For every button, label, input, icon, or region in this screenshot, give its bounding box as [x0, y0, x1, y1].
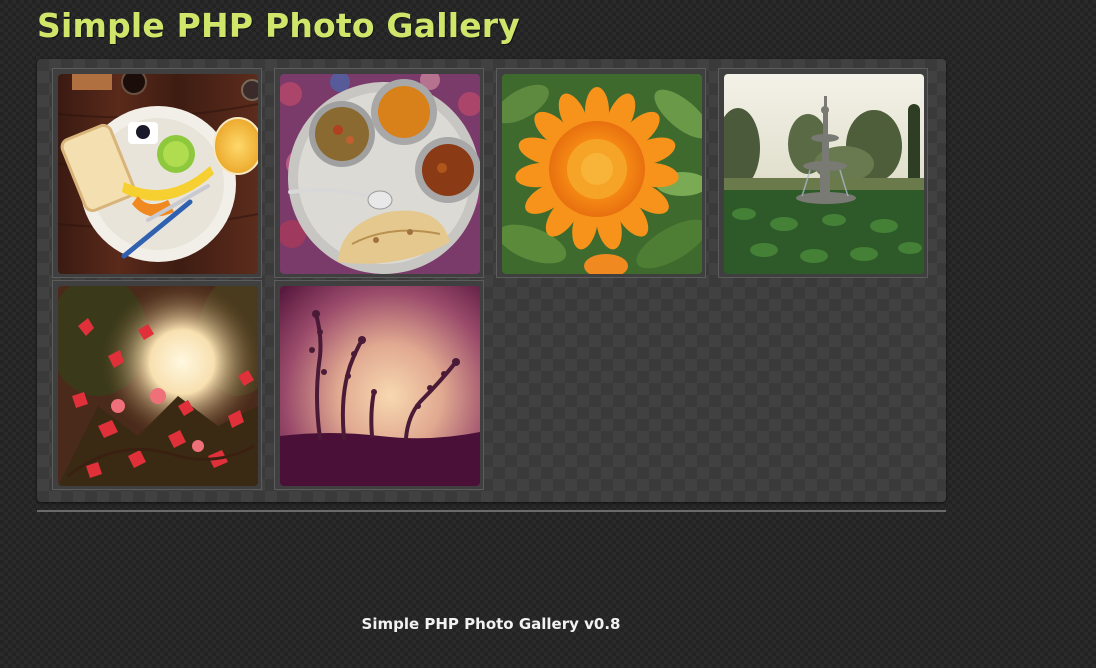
thali-meal-photo [280, 74, 480, 274]
gallery-thumbnail-1[interactable] [52, 68, 262, 278]
page-title: Simple PHP Photo Gallery [37, 6, 520, 45]
gallery-thumbnail-6[interactable] [274, 280, 484, 490]
footer-divider [37, 510, 946, 512]
gallery-thumbnail-4[interactable] [718, 68, 928, 278]
gallery-thumbnail-5[interactable] [52, 280, 262, 490]
orange-flower-photo [502, 74, 702, 274]
breakfast-plate-photo [58, 74, 258, 274]
gallery-panel [37, 59, 946, 502]
garden-fountain-photo [724, 74, 924, 274]
red-bougainvillea-photo [58, 286, 258, 486]
gallery-thumbnail-2[interactable] [274, 68, 484, 278]
footer-version-text: Simple PHP Photo Gallery v0.8 [361, 615, 621, 633]
sunset-silhouette-photo [280, 286, 480, 486]
gallery-thumbnail-3[interactable] [496, 68, 706, 278]
